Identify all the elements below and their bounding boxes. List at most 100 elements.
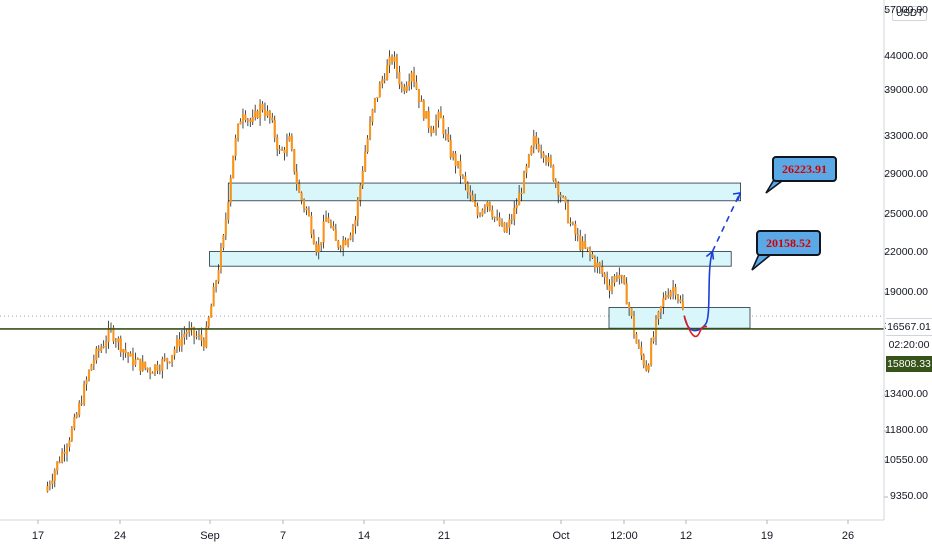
candle-body: [234, 138, 237, 156]
sr-zone-3: [608, 307, 751, 329]
upper-target-callout[interactable]: 26223.91: [772, 156, 837, 182]
candle: [452, 150, 455, 161]
candle: [48, 480, 51, 491]
candle-body: [171, 354, 174, 363]
candle: [403, 83, 406, 95]
candle: [579, 229, 582, 252]
candle: [623, 275, 626, 285]
candle: [356, 197, 359, 227]
candle: [298, 179, 301, 194]
candle: [80, 395, 83, 406]
candle: [317, 237, 320, 260]
candle-body: [266, 110, 269, 116]
candle: [105, 335, 108, 354]
candle: [632, 310, 636, 339]
candle-body: [273, 120, 276, 138]
candle: [153, 364, 157, 377]
candle: [210, 303, 213, 318]
currency-unit-badge[interactable]: USDT: [892, 6, 928, 21]
candle-body: [500, 222, 504, 226]
candle-body: [229, 177, 232, 203]
candle-body: [325, 217, 328, 222]
candle: [417, 88, 420, 109]
time-tick-label: 26: [841, 530, 855, 542]
candle: [215, 279, 218, 293]
candle: [339, 245, 342, 253]
candle: [344, 237, 347, 246]
candle-body: [525, 165, 528, 173]
candle: [664, 291, 667, 300]
candle-body: [48, 483, 51, 487]
candle: [185, 328, 188, 340]
candle-body: [83, 384, 86, 405]
candle: [92, 354, 95, 370]
candle: [420, 95, 423, 103]
candle: [285, 133, 289, 157]
candle-body: [271, 117, 274, 121]
candle: [327, 212, 330, 224]
candle: [427, 106, 430, 133]
candle: [447, 127, 450, 143]
candle: [122, 348, 125, 361]
candle: [295, 163, 298, 191]
candle-body: [674, 287, 677, 296]
candle: [73, 413, 76, 431]
candle: [63, 444, 66, 462]
candle: [195, 330, 198, 340]
candle: [366, 135, 369, 154]
candle: [652, 331, 655, 344]
candle: [173, 346, 176, 360]
candle-body: [263, 109, 267, 116]
candle: [246, 117, 249, 127]
candle-body: [618, 274, 621, 279]
candle-body: [381, 79, 384, 84]
candle-body: [657, 311, 660, 320]
candle: [620, 274, 623, 284]
candle-body: [210, 306, 213, 318]
candle-body: [496, 217, 499, 219]
candle: [425, 111, 428, 119]
candle-body: [239, 121, 242, 125]
candle-body: [520, 192, 523, 195]
candle-body: [244, 114, 247, 121]
candle-body: [645, 365, 648, 371]
candle-body: [537, 143, 540, 152]
candle-body: [405, 85, 408, 92]
candle-body: [579, 235, 582, 250]
candle-body: [601, 266, 604, 274]
candle: [630, 307, 633, 319]
candle-body: [117, 338, 120, 343]
candle-body: [217, 270, 220, 282]
candle: [354, 215, 357, 234]
candle-body: [124, 349, 127, 354]
lower-target-callout[interactable]: 20158.52: [756, 230, 821, 256]
candle: [584, 233, 587, 249]
candle-body: [559, 195, 562, 198]
candle: [591, 251, 594, 260]
candle-body: [474, 201, 477, 207]
price-tick-label: 22000.00: [884, 246, 928, 258]
candle-body: [334, 229, 337, 242]
candle: [586, 247, 589, 252]
candle: [100, 343, 103, 353]
candle-body: [486, 202, 489, 207]
candle-body: [141, 361, 144, 371]
candle-body: [542, 152, 545, 158]
candle: [593, 255, 596, 273]
candle-body: [85, 379, 88, 385]
candle-body: [562, 196, 565, 199]
candle: [90, 363, 93, 371]
candle-body: [376, 97, 379, 99]
candle-body: [254, 111, 257, 118]
axes-layer: [0, 0, 888, 524]
time-tick-label: 12: [679, 530, 693, 542]
candle: [571, 221, 574, 226]
candle-body: [581, 241, 584, 250]
candle: [657, 310, 660, 325]
candle-body: [144, 361, 147, 369]
candle: [271, 112, 274, 123]
candle-body: [65, 446, 69, 454]
candle-body: [488, 202, 491, 211]
